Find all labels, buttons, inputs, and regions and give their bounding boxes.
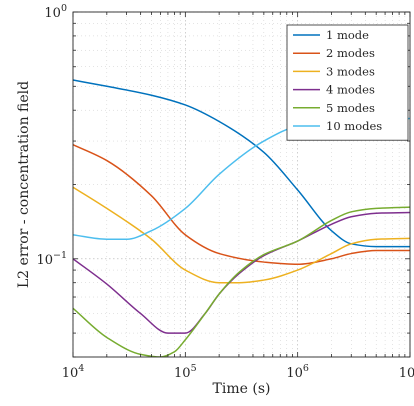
legend-label: 1 mode bbox=[326, 28, 369, 42]
tick-labels: 104 105 106 107 10−1 100 bbox=[36, 3, 414, 381]
series-line-4 bbox=[73, 211, 410, 334]
x-tick-label: 105 bbox=[174, 363, 197, 381]
legend: 1 mode 2 modes 3 modes 4 modes 5 modes 10 mod… bbox=[286, 24, 409, 141]
legend-label: 3 modes bbox=[326, 64, 375, 78]
y-tick-label: 10−1 bbox=[36, 250, 67, 268]
series-line-2 bbox=[73, 143, 410, 266]
legend-box bbox=[286, 24, 409, 141]
series-line-3 bbox=[73, 186, 410, 284]
legend-label: 4 modes bbox=[326, 83, 375, 97]
x-axis-title: Time (s) bbox=[213, 381, 271, 397]
y-tick-label: 100 bbox=[44, 3, 67, 21]
legend-label: 5 modes bbox=[326, 101, 375, 115]
y-axis-title: L2 error - concentration field bbox=[16, 81, 32, 288]
axis-ticks bbox=[72, 11, 411, 358]
x-tick-label: 106 bbox=[286, 363, 309, 381]
x-tick-label: 104 bbox=[62, 363, 85, 381]
legend-label: 2 modes bbox=[326, 46, 375, 60]
legend-label: 10 modes bbox=[326, 119, 382, 133]
x-tick-label: 107 bbox=[399, 363, 414, 381]
series-line-5 bbox=[73, 206, 410, 357]
series-line-1 bbox=[73, 79, 410, 248]
